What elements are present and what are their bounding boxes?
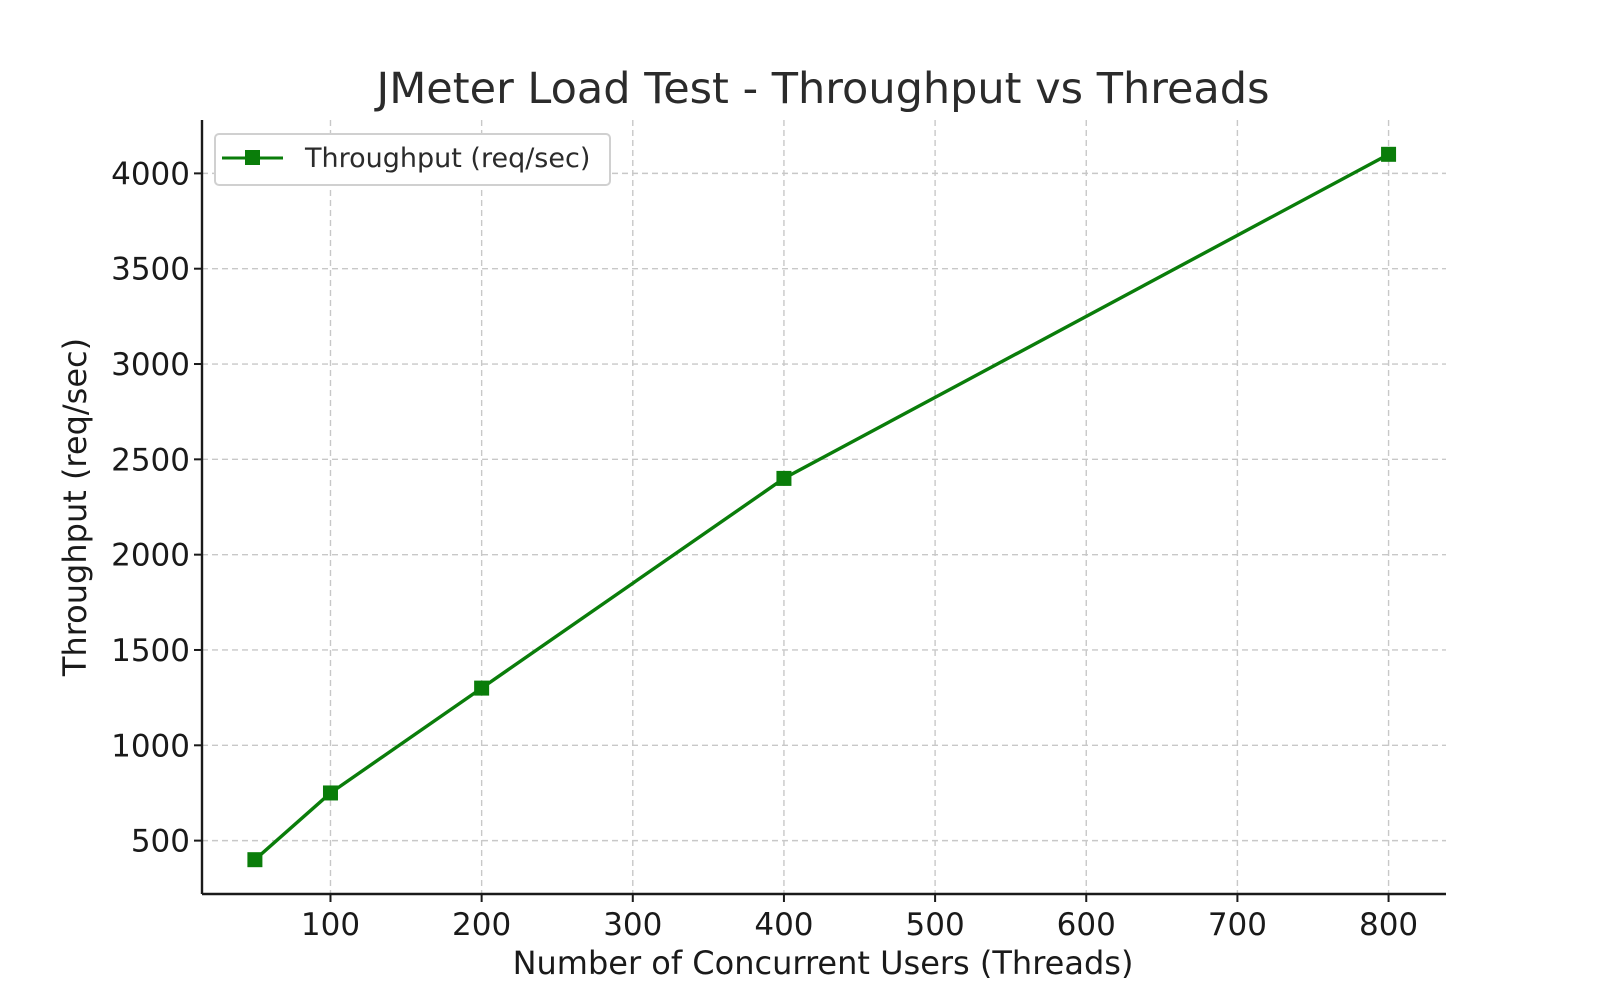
y-tick-label: 1000 [111, 728, 190, 764]
axes [194, 120, 1446, 902]
x-tick-label: 100 [301, 907, 360, 943]
y-tick-label: 500 [131, 824, 190, 860]
legend-box [214, 133, 611, 186]
legend-label: Throughput (req/sec) [304, 143, 590, 174]
x-tick-label: 300 [603, 907, 662, 943]
data-point [474, 680, 490, 696]
x-tick-label: 400 [754, 907, 813, 943]
y-tick-label: 3000 [111, 347, 190, 383]
chart-title: JMeter Load Test - Throughput vs Threads [374, 64, 1270, 114]
plot-area [247, 146, 1397, 868]
grid [202, 120, 1446, 894]
series-line [253, 152, 1390, 861]
y-tick-label: 2500 [111, 442, 190, 478]
y-tick-label: 3500 [111, 252, 190, 288]
y-axis-label: Throughput (req/sec) [56, 338, 94, 677]
y-tick-label: 4000 [111, 156, 190, 192]
data-point [322, 785, 338, 801]
x-tick-label: 500 [906, 907, 965, 943]
y-tick-label: 2000 [111, 538, 190, 574]
x-tick-label: 700 [1208, 907, 1267, 943]
legend-square-marker [245, 150, 260, 165]
data-point [776, 470, 792, 486]
legend: Throughput (req/sec) [214, 133, 611, 186]
y-tick-label: 1500 [111, 633, 190, 669]
x-tick-label: 800 [1359, 907, 1418, 943]
tick-labels: 100 200 300 400 500 600 700 800 500 1000 1500 2000 2… [111, 156, 1418, 943]
x-tick-label: 600 [1057, 907, 1116, 943]
x-tick-label: 200 [452, 907, 511, 943]
data-point [1381, 146, 1397, 162]
x-axis-label: Number of Concurrent Users (Threads) [513, 944, 1134, 982]
data-point [247, 852, 263, 868]
